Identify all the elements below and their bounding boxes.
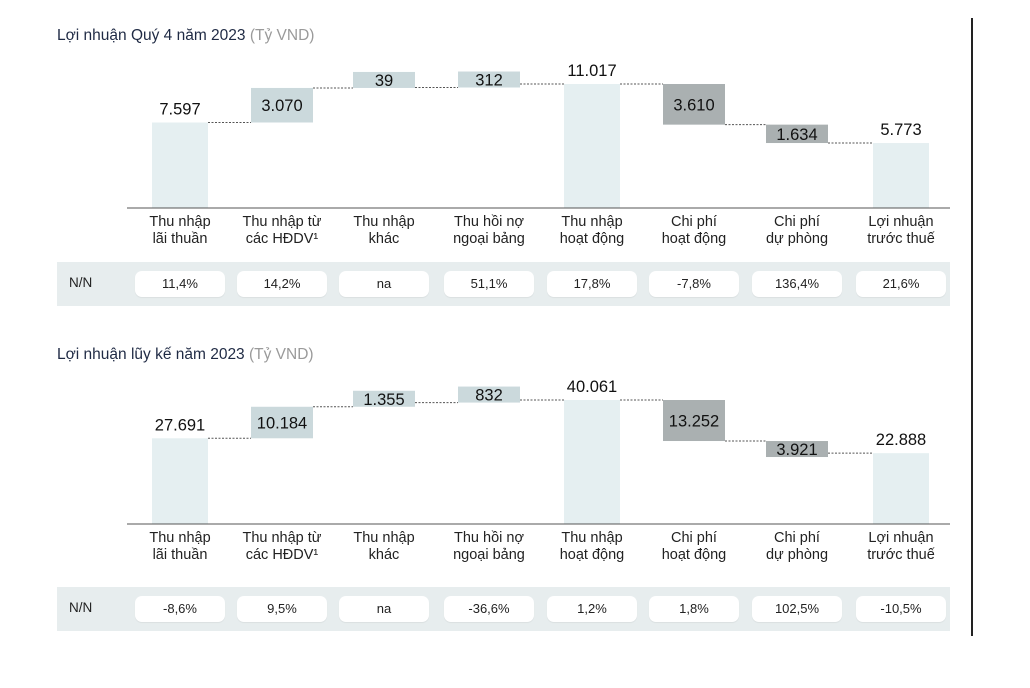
chart-unit: (Tỷ VND) <box>249 346 314 363</box>
bar-decrease <box>663 400 725 442</box>
data-label: 3.610 <box>673 96 714 114</box>
category-label: khác <box>369 231 400 247</box>
chart-title-text: Lợi nhuận Quý 4 năm 2023 <box>57 27 246 44</box>
category-label: Thu nhập <box>353 530 414 546</box>
yoy-row-ytd: N/N -8,6% 9,5% na -36,6% 1,2% 1,8% 102,5% -10,5… <box>57 587 950 631</box>
category-label: Thu nhập từ <box>242 214 321 230</box>
bar-total <box>873 143 929 208</box>
bar-decrease <box>766 441 828 458</box>
data-label: 22.888 <box>876 431 926 449</box>
category-label: hoạt động <box>560 547 625 563</box>
category-label: Thu nhập từ <box>242 530 321 546</box>
data-label: 312 <box>475 72 503 90</box>
category-label: lãi thuần <box>153 547 208 563</box>
data-label: 3.921 <box>776 441 817 459</box>
data-label: 3.070 <box>261 97 302 115</box>
category-label: Thu nhập <box>561 214 622 230</box>
data-label: 40.061 <box>567 378 617 396</box>
data-label: 5.773 <box>880 121 921 139</box>
category-label: Chi phí <box>671 530 717 546</box>
data-label: 13.252 <box>669 413 719 431</box>
yoy-row-q4: N/N 11,4% 14,2% na 51,1% 17,8% -7,8% 136,4% 21,… <box>57 262 950 306</box>
yoy-pill: -10,5% <box>856 596 946 622</box>
yoy-pill: 1,8% <box>649 596 739 622</box>
category-label: Chi phí <box>774 214 820 230</box>
category-label: các HĐDV¹ <box>246 547 319 563</box>
chart-title-text: Lợi nhuận lũy kế năm 2023 <box>57 346 245 363</box>
data-label: 1.634 <box>776 126 817 144</box>
data-label: 39 <box>375 72 393 90</box>
yoy-pill: na <box>339 271 429 297</box>
category-label: các HĐDV¹ <box>246 231 319 247</box>
bar-total <box>564 84 620 208</box>
bar-increase <box>458 386 520 403</box>
bar-total <box>152 438 208 524</box>
category-label: ngoại bảng <box>453 547 525 563</box>
yoy-pill: 1,2% <box>547 596 637 622</box>
category-label: Thu hồi nợ <box>454 214 524 230</box>
category-label: trước thuế <box>867 547 935 563</box>
yoy-pill: 51,1% <box>444 271 534 297</box>
category-label: Thu nhập <box>149 530 210 546</box>
data-label: 7.597 <box>159 101 200 119</box>
bar-decrease <box>663 84 725 125</box>
yoy-pill: 17,8% <box>547 271 637 297</box>
bar-increase <box>353 71 415 88</box>
category-label: Thu nhập <box>149 214 210 230</box>
yoy-pill: na <box>339 596 429 622</box>
data-label: 10.184 <box>257 415 307 433</box>
yoy-label: N/N <box>69 600 93 615</box>
category-label: hoạt động <box>662 231 727 247</box>
category-label: hoạt động <box>662 547 727 563</box>
bar-increase <box>251 87 313 123</box>
data-label: 1.355 <box>363 391 404 409</box>
bar-decrease <box>766 124 828 144</box>
category-label: Chi phí <box>774 530 820 546</box>
chart-unit: (Tỷ VND) <box>249 27 315 44</box>
bar-increase <box>251 406 313 439</box>
yoy-pill: 9,5% <box>237 596 327 622</box>
yoy-pill: 136,4% <box>752 271 842 297</box>
category-label: dự phòng <box>766 547 828 563</box>
category-label: ngoại bảng <box>453 231 525 247</box>
category-label: Thu hồi nợ <box>454 530 524 546</box>
yoy-pill: -36,6% <box>444 596 534 622</box>
chart-title-q4: Lợi nhuận Quý 4 năm 2023 (Tỷ VND) <box>57 27 314 45</box>
category-label: Chi phí <box>671 214 717 230</box>
category-label: trước thuế <box>867 231 935 247</box>
category-label: lãi thuần <box>153 231 208 247</box>
data-label: 27.691 <box>155 416 205 434</box>
category-label: dự phòng <box>766 231 828 247</box>
category-label: Thu nhập <box>561 530 622 546</box>
yoy-pill: 11,4% <box>135 271 225 297</box>
yoy-label: N/N <box>69 275 93 290</box>
yoy-pill: -7,8% <box>649 271 739 297</box>
bar-total <box>873 453 929 524</box>
yoy-pill: 21,6% <box>856 271 946 297</box>
category-label: Lợi nhuận <box>868 530 933 546</box>
category-label: Lợi nhuận <box>868 214 933 230</box>
yoy-pill: 14,2% <box>237 271 327 297</box>
category-label: Thu nhập <box>353 214 414 230</box>
bar-increase <box>353 390 415 407</box>
yoy-pill: 102,5% <box>752 596 842 622</box>
right-divider-line <box>971 18 973 636</box>
bar-increase <box>458 71 520 88</box>
bar-total <box>152 122 208 208</box>
data-label: 832 <box>475 387 503 405</box>
data-label: 11.017 <box>567 62 616 80</box>
bar-total <box>564 400 620 524</box>
chart-title-ytd: Lợi nhuận lũy kế năm 2023 (Tỷ VND) <box>57 346 314 364</box>
category-label: hoạt động <box>560 231 625 247</box>
yoy-pill: -8,6% <box>135 596 225 622</box>
category-label: khác <box>369 547 400 563</box>
